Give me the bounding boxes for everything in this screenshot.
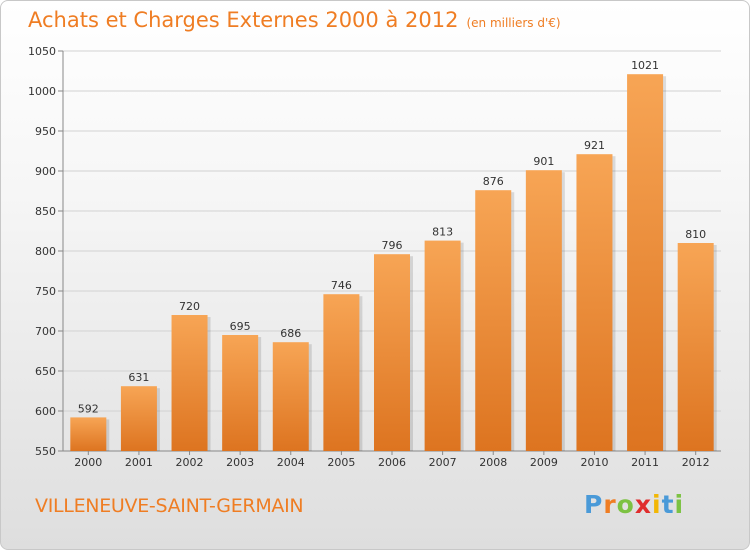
bar xyxy=(576,154,613,451)
bar-value-label: 686 xyxy=(280,327,301,340)
logo-letter: t xyxy=(661,490,675,519)
bar-value-label: 746 xyxy=(331,279,352,292)
logo-letter: i xyxy=(674,490,685,519)
logo-letter: r xyxy=(603,490,617,519)
logo-letter: i xyxy=(652,490,662,519)
x-tick-label: 2001 xyxy=(125,456,153,469)
x-tick-label: 2007 xyxy=(429,456,457,469)
chart-title: Achats et Charges Externes 2000 à 2012 (e… xyxy=(28,8,561,32)
bar-value-label: 876 xyxy=(483,175,504,188)
commune-name: VILLENEUVE-SAINT-GERMAIN xyxy=(35,495,304,517)
y-tick-label: 950 xyxy=(35,125,56,138)
x-tick-label: 2000 xyxy=(74,456,102,469)
y-tick-label: 1000 xyxy=(28,85,56,98)
x-tick-label: 2006 xyxy=(378,456,406,469)
bar xyxy=(222,335,259,451)
bar xyxy=(525,170,562,451)
y-tick-label: 700 xyxy=(35,325,56,338)
bar xyxy=(627,74,664,451)
bar-value-label: 695 xyxy=(230,320,251,333)
x-tick-label: 2003 xyxy=(226,456,254,469)
bar xyxy=(475,190,512,451)
chart-title-text: Achats et Charges Externes 2000 à 2012 xyxy=(28,8,459,32)
bar-value-label: 901 xyxy=(533,155,554,168)
y-tick-label: 600 xyxy=(35,405,56,418)
y-tick-label: 1050 xyxy=(28,45,56,58)
logo-letter: o xyxy=(616,490,635,519)
bar xyxy=(677,243,714,451)
proxiti-logo: Proxiti xyxy=(584,490,684,519)
chart-subtitle: (en milliers d'€) xyxy=(466,16,561,30)
y-tick-label: 850 xyxy=(35,205,56,218)
x-tick-label: 2005 xyxy=(327,456,355,469)
y-tick-label: 800 xyxy=(35,245,56,258)
x-tick-label: 2004 xyxy=(277,456,305,469)
bar-value-label: 631 xyxy=(128,371,149,384)
bar xyxy=(424,240,461,451)
x-tick-label: 2002 xyxy=(176,456,204,469)
bar xyxy=(323,294,360,451)
bar xyxy=(70,417,107,451)
bar xyxy=(120,386,157,451)
bar-value-label: 810 xyxy=(685,228,706,241)
x-tick-label: 2010 xyxy=(580,456,608,469)
x-tick-label: 2012 xyxy=(682,456,710,469)
bar-value-label: 813 xyxy=(432,226,453,239)
x-tick-label: 2008 xyxy=(479,456,507,469)
bar-value-label: 796 xyxy=(382,239,403,252)
bar-value-label: 592 xyxy=(78,402,99,415)
bar xyxy=(374,254,410,451)
bar-value-label: 921 xyxy=(584,139,605,152)
y-tick-label: 650 xyxy=(35,365,56,378)
y-tick-label: 750 xyxy=(35,285,56,298)
x-tick-label: 2009 xyxy=(530,456,558,469)
x-tick-label: 2011 xyxy=(631,456,659,469)
bar-value-label: 720 xyxy=(179,300,200,313)
bar xyxy=(272,342,309,451)
y-tick-label: 550 xyxy=(35,445,56,458)
bars: 592 631 720 695 686 746 796 813 876 901 921 1021 810 xyxy=(70,59,717,451)
bar-value-label: 1021 xyxy=(631,59,659,72)
y-tick-label: 900 xyxy=(35,165,56,178)
logo-letter: P xyxy=(584,490,604,519)
logo-letter: x xyxy=(634,490,652,519)
bar xyxy=(171,315,208,451)
